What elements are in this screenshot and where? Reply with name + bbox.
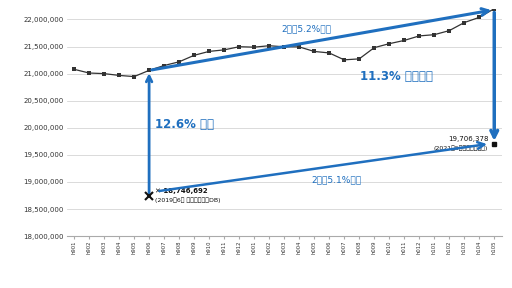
Text: 11.3% 引き下げ: 11.3% 引き下げ: [360, 70, 433, 83]
Text: ✕ 18,746,692: ✕ 18,746,692: [155, 188, 208, 194]
Text: 12.6% 過大: 12.6% 過大: [155, 118, 214, 131]
Text: 2年で5.1%増加: 2年で5.1%増加: [312, 175, 362, 184]
Text: (2021年5月データで試算): (2021年5月データで試算): [434, 145, 488, 151]
Text: 19,706,378: 19,706,378: [448, 136, 488, 142]
Text: 2年で5.2%増加: 2年で5.2%増加: [282, 24, 332, 34]
Text: (2019年6月 事業所母集団DB): (2019年6月 事業所母集団DB): [155, 197, 221, 203]
